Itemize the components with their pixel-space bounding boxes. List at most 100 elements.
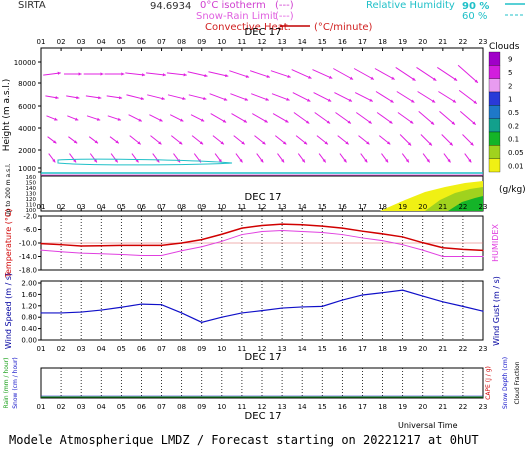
wind-arrow-head [264, 119, 268, 123]
temperature-point [462, 248, 464, 251]
wind-arrow-shaft [314, 112, 331, 124]
hour-top-12: 12 [258, 38, 267, 46]
hour-top-01: 01 [37, 38, 46, 46]
wind-arrow-head [241, 141, 245, 145]
wind-arrow-head [430, 121, 435, 125]
wind-speed-point [341, 299, 343, 301]
clouds-legend-label: 0.01 [508, 162, 524, 170]
wind-arrow-head [426, 159, 430, 163]
rh-60: 60 % [462, 11, 487, 22]
wind-arrow-head [307, 98, 311, 102]
wind-arrow-shaft [457, 64, 479, 84]
hour-top-02: 02 [57, 38, 66, 46]
rh-contour [57, 158, 233, 166]
wind-arrow-head [345, 141, 349, 145]
wind-arrow-head [204, 73, 208, 78]
hour-bottom-05: 05 [117, 403, 126, 411]
hour-mid-22: 22 [458, 203, 467, 211]
hour-wind-08: 08 [177, 345, 186, 353]
hour-top-23: 23 [479, 38, 488, 46]
clouds-legend-swatch [488, 91, 501, 106]
wind-arrow-head [57, 71, 61, 75]
hour-top-17: 17 [358, 38, 367, 46]
hour-wind-17: 17 [358, 345, 367, 353]
wind-speed-point [201, 321, 203, 323]
lowlevel-axis-title: Up to 200 m a.s.l. [5, 163, 12, 216]
wind-arrow-head [225, 73, 229, 78]
humidex-point [402, 244, 404, 246]
rain-series [41, 395, 483, 398]
humidex-point [241, 233, 243, 236]
wind-arrow-head [366, 141, 370, 145]
wind-arrow-shaft [146, 72, 166, 76]
temperature-tick-label: -14.0 [19, 253, 37, 261]
wind-arrow-head [137, 141, 141, 145]
wind-arrow-head [218, 159, 222, 163]
wind-speed-point [301, 306, 303, 308]
humidex-point [422, 249, 424, 251]
hour-wind-02: 02 [57, 345, 66, 353]
wind-arrow-head [55, 96, 59, 100]
clouds-legend-swatch [488, 105, 501, 119]
wind-arrow-head [411, 99, 415, 103]
wind-arrow-head [285, 119, 289, 123]
temperature-series [40, 223, 484, 258]
wind-arrow-head [74, 117, 79, 121]
hour-wind-22: 22 [458, 345, 467, 353]
wind-grid [40, 281, 484, 340]
temperature-tick-label: -18.0 [19, 267, 37, 275]
humidex-point [60, 251, 62, 253]
wind-arrow-head [287, 74, 291, 78]
humidex-point [361, 237, 364, 239]
wind-arrow-shaft [396, 91, 415, 103]
lowlevel-tick-label: 100 [26, 208, 37, 214]
hour-mid-21: 21 [438, 203, 447, 211]
wind-arrow-head [370, 76, 374, 80]
wind-arrow-shaft [230, 93, 249, 101]
hour-mid-19: 19 [398, 203, 407, 211]
wind-arrow-head [245, 74, 250, 78]
hour-top-10: 10 [217, 38, 226, 46]
rh-90: 90 % [462, 1, 489, 12]
hour-top-03: 03 [77, 38, 86, 46]
wind-arrow-head [140, 96, 144, 101]
temperature-axis-labels: -18.0 -14.0 -10.0 -6.0 -2.0 [19, 213, 483, 275]
humidex-point [442, 255, 444, 258]
wind-speed-point [482, 310, 484, 312]
wind-arrow-head [453, 77, 458, 81]
hour-mid-11: 11 [237, 203, 246, 211]
hour-wind-21: 21 [438, 345, 447, 353]
clouds-legend-swatch [488, 145, 501, 159]
hour-top-18: 18 [378, 38, 387, 46]
hour-bottom-04: 04 [97, 403, 106, 411]
hour-labels-top: 01 02 03 04 05 06 07 08 09 10 11 12 13 14 15 16 17 18 19 20… [37, 38, 488, 46]
wind-arrow-head [138, 118, 142, 122]
wind-arrows [43, 64, 479, 163]
wind-arrow-head [243, 119, 247, 123]
hour-top-21: 21 [438, 38, 447, 46]
hour-bottom-12: 12 [258, 403, 267, 411]
wind-arrow-shaft [126, 94, 145, 100]
temperature-point [241, 227, 243, 229]
wind-arrow-head [118, 96, 123, 100]
hour-bottom-22: 22 [458, 403, 467, 411]
hour-mid-20: 20 [418, 203, 427, 211]
height-tick-label: 1000 [18, 165, 36, 173]
clouds-legend-label: 1 [508, 96, 512, 104]
hour-top-04: 04 [97, 38, 106, 46]
wind-arrow-shaft [147, 94, 165, 100]
wind-arrow-head [239, 159, 243, 163]
wind-arrow-head [447, 159, 451, 163]
hour-top-20: 20 [418, 38, 427, 46]
wind-arrow-shaft [251, 93, 269, 101]
hour-top-05: 05 [117, 38, 126, 46]
humidex-point [221, 240, 223, 242]
hour-bottom-19: 19 [398, 403, 407, 411]
wind-arrow-shaft [417, 91, 436, 103]
temperature-point [221, 233, 223, 235]
wind-arrow-head [183, 73, 187, 77]
hour-bottom-03: 03 [77, 403, 86, 411]
hour-wind-20: 20 [418, 345, 427, 353]
wind-tick-label: 0.40 [21, 325, 37, 333]
wind-arrow-head [121, 72, 125, 76]
